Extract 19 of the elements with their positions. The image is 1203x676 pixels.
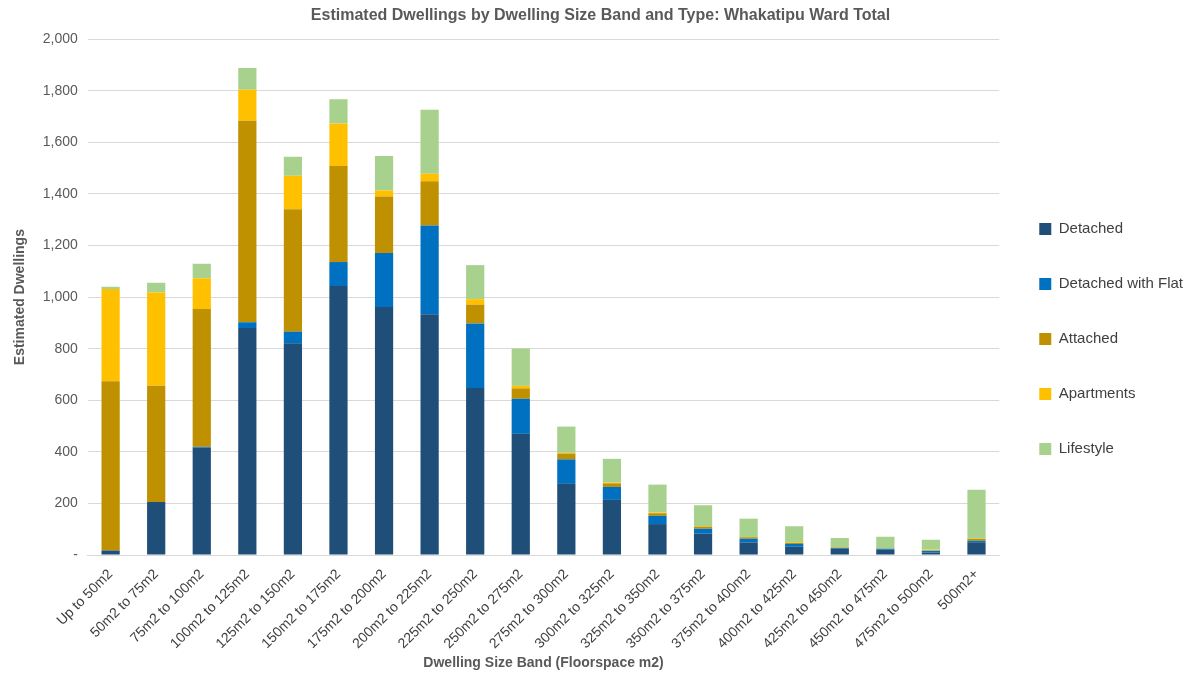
y-tick-label: 800 bbox=[54, 339, 79, 356]
y-axis-title: Estimated Dwellings bbox=[11, 228, 28, 366]
y-tick-label: 400 bbox=[54, 442, 79, 459]
y-tick-label: 1,400 bbox=[42, 184, 79, 201]
x-axis-title: Dwelling Size Band (Floorspace m2) bbox=[423, 654, 664, 671]
y-tick-label: - bbox=[73, 545, 79, 562]
legend-label: Detached bbox=[1058, 219, 1123, 237]
y-tick-label: 1,600 bbox=[42, 133, 79, 150]
y-tick-label: 1,800 bbox=[42, 81, 79, 98]
y-tick-label: 1,000 bbox=[42, 287, 79, 304]
legend-label: Apartments bbox=[1058, 384, 1136, 402]
legend-label: Detached with Flat bbox=[1058, 274, 1184, 292]
y-tick-label: 200 bbox=[54, 494, 79, 511]
y-tick-label: 1,200 bbox=[42, 236, 79, 253]
legend-label: Attached bbox=[1058, 329, 1118, 347]
legend-label: Lifestyle bbox=[1058, 439, 1114, 457]
chart-title: Estimated Dwellings by Dwelling Size Band and Type: Whakatipu Ward Total bbox=[310, 6, 891, 24]
y-tick-label: 600 bbox=[54, 391, 79, 408]
y-tick-label: 2,000 bbox=[42, 30, 79, 47]
